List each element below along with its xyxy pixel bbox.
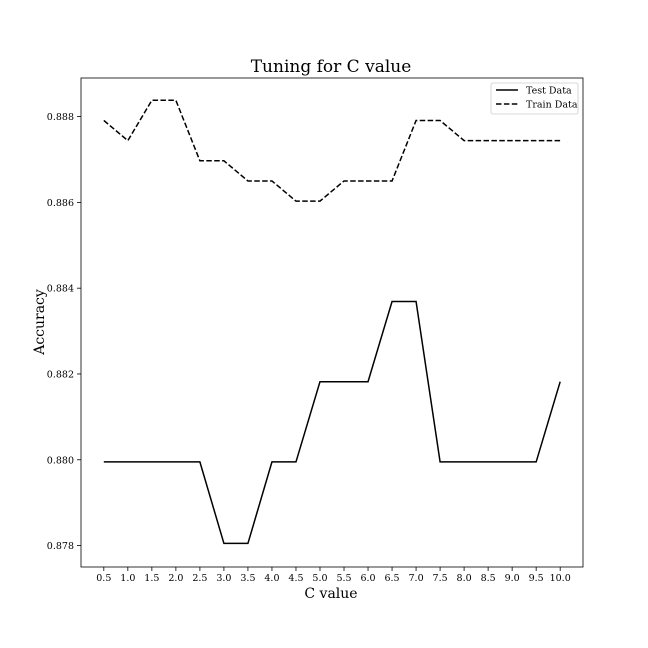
x-tick-label: 6.5	[384, 573, 399, 584]
chart-title: Tuning for C value	[251, 57, 412, 77]
x-tick-label: 8.5	[481, 573, 496, 584]
x-tick-label: 9.0	[505, 573, 520, 584]
series-layer	[103, 99, 561, 545]
y-axis: 0.878 0.880 0.882 0.884 0.886 0.888	[47, 112, 81, 552]
y-tick-label: 0.884	[47, 284, 74, 295]
plot-area-frame	[80, 77, 584, 568]
legend-label: Test Data	[526, 86, 572, 97]
x-tick-label: 7.5	[433, 573, 448, 584]
series-line-test-data	[103, 300, 561, 545]
x-tick-label: 4.5	[288, 573, 303, 584]
x-tick-label: 1.0	[120, 573, 135, 584]
y-tick-label: 0.880	[47, 455, 74, 466]
x-tick-label: 10.0	[550, 573, 571, 584]
x-tick-label: 9.5	[529, 573, 544, 584]
x-tick-label: 5.0	[312, 573, 327, 584]
x-tick-label: 5.5	[336, 573, 351, 584]
x-tick-label: 2.0	[168, 573, 183, 584]
x-tick-label: 2.5	[192, 573, 207, 584]
x-tick-label: 3.5	[240, 573, 255, 584]
x-tick-label: 8.0	[457, 573, 472, 584]
x-tick-label: 6.0	[360, 573, 375, 584]
y-tick-label: 0.878	[47, 541, 74, 552]
y-tick-label: 0.888	[47, 112, 74, 123]
legend: Test Data Train Data	[490, 82, 579, 115]
x-axis-label: C value	[304, 586, 357, 602]
x-tick-label: 4.0	[264, 573, 279, 584]
y-tick-label: 0.886	[47, 198, 74, 209]
x-axis: 0.5 1.0 1.5 2.0 2.5 3.0 3.5 4.0 4.5 5.0 5.5 6.0 6.5 7…	[96, 567, 571, 584]
x-tick-label: 1.5	[144, 573, 159, 584]
x-tick-label: 3.0	[216, 573, 231, 584]
x-tick-label: 0.5	[96, 573, 111, 584]
x-tick-label: 7.0	[409, 573, 424, 584]
series-line-train-data	[103, 99, 561, 202]
legend-label: Train Data	[526, 100, 578, 111]
y-axis-label: Accuracy	[32, 289, 48, 356]
y-tick-label: 0.882	[47, 369, 74, 380]
